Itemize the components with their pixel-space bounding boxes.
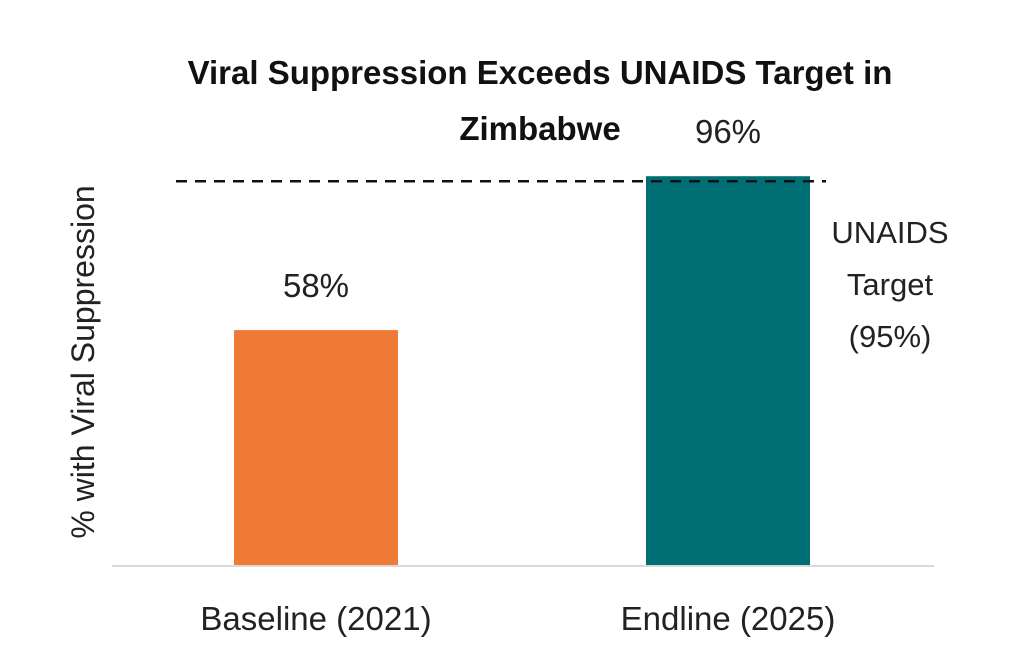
bar-1 bbox=[234, 330, 398, 565]
target-label-line-1: UNAIDS bbox=[831, 215, 948, 250]
data-label-2: 96% bbox=[695, 113, 761, 150]
chart-title-line-1: Viral Suppression Exceeds UNAIDS Target … bbox=[188, 54, 893, 91]
bar-2 bbox=[646, 176, 810, 565]
data-label-1: 58% bbox=[283, 267, 349, 304]
target-label-line-3: (95%) bbox=[849, 319, 932, 354]
y-axis-label: % with Viral Suppression bbox=[65, 185, 101, 538]
category-label-2: Endline (2025) bbox=[621, 600, 836, 637]
bars-group: 58% Baseline (2021) 96% Endline (2025) bbox=[200, 113, 835, 637]
category-label-1: Baseline (2021) bbox=[200, 600, 431, 637]
target-label-line-2: Target bbox=[847, 267, 934, 302]
chart-title-line-2: Zimbabwe bbox=[459, 110, 620, 147]
reference-line-group: UNAIDS Target (95%) bbox=[176, 180, 949, 354]
